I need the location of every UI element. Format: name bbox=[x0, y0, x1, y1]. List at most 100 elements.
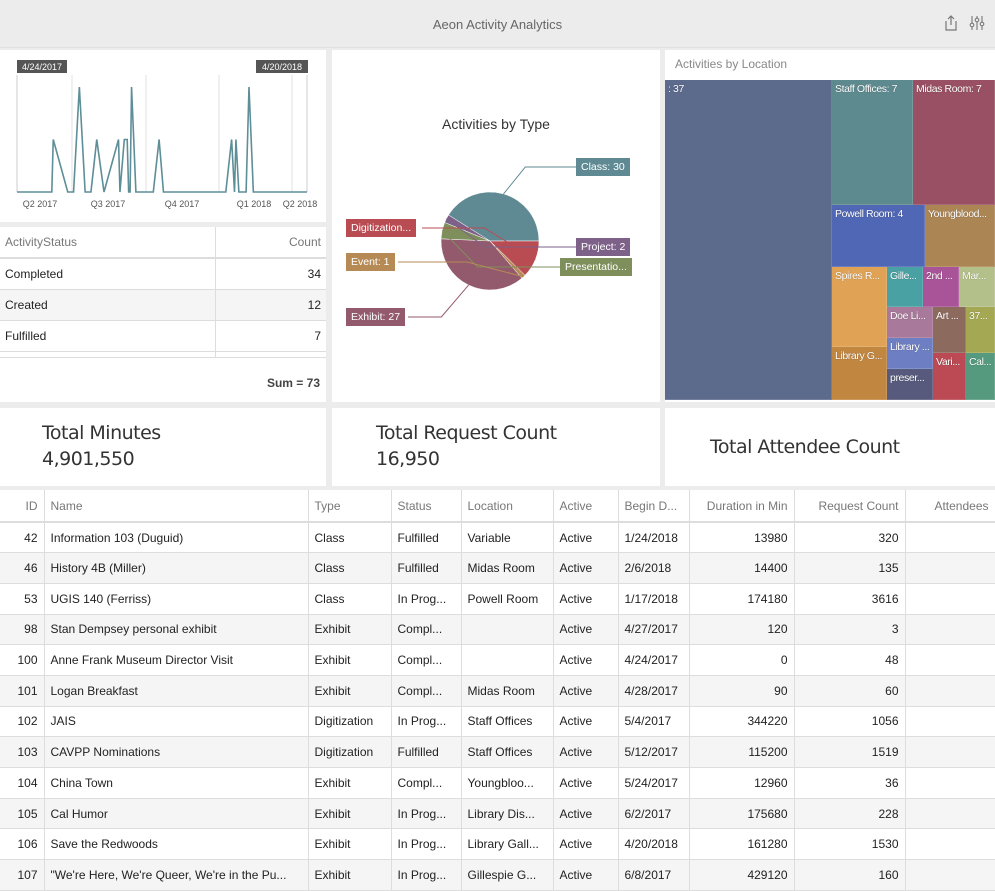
cell-type: Exhibit bbox=[308, 614, 392, 646]
table-row[interactable]: 102 JAIS Digitization In Prog... Staff Offic… bbox=[0, 706, 995, 738]
table-row[interactable]: 104 China Town Exhibit Compl... Youngbloo...… bbox=[0, 767, 995, 799]
table-row[interactable]: 46 History 4B (Miller) Class Fulfilled Midas… bbox=[0, 552, 995, 584]
cell-type: Exhibit bbox=[308, 675, 392, 707]
status-cell: Created bbox=[0, 289, 216, 321]
treemap-cell[interactable]: Spires R... bbox=[832, 267, 887, 347]
column-header-location[interactable]: Location bbox=[461, 490, 554, 523]
count-header[interactable]: Count bbox=[214, 227, 326, 259]
share-icon[interactable] bbox=[943, 14, 959, 32]
pie-label-exhibit[interactable]: Exhibit: 27 bbox=[346, 308, 406, 326]
column-header-type[interactable]: Type bbox=[308, 490, 392, 523]
cell-type: Exhibit bbox=[308, 828, 392, 861]
cell-status: Fulfilled bbox=[391, 552, 462, 584]
treemap-cell[interactable]: 37... bbox=[966, 307, 995, 353]
cell-attendees bbox=[905, 675, 995, 707]
settings-sliders-icon[interactable] bbox=[969, 14, 985, 32]
cell-request-count: 60 bbox=[794, 675, 906, 707]
treemap-cell[interactable]: Youngblood... bbox=[925, 205, 995, 267]
treemap-cell[interactable]: preser... bbox=[887, 369, 933, 400]
timeline-chart[interactable]: Q2 2017 Q3 2017 Q4 2017 Q1 2018 Q2 2018 4/24/… bbox=[0, 50, 326, 222]
cell-attendees bbox=[905, 614, 995, 646]
cell-active: Active bbox=[553, 644, 619, 676]
status-row[interactable]: Completed 34 bbox=[0, 258, 326, 290]
cell-id: 105 bbox=[0, 798, 45, 830]
pie-label-event[interactable]: Event: 1 bbox=[346, 253, 395, 271]
x-tick-label: Q4 2017 bbox=[165, 199, 200, 209]
table-row[interactable]: 107 "We're Here, We're Queer, We're in th… bbox=[0, 859, 995, 891]
kpi-label: Total Minutes bbox=[42, 422, 161, 444]
treemap-cell[interactable]: Cal... bbox=[966, 353, 995, 400]
cell-status: Fulfilled bbox=[391, 736, 462, 768]
treemap-cell[interactable]: Library ... bbox=[887, 338, 933, 369]
cell-location: Gillespie G... bbox=[461, 859, 554, 891]
column-header-status[interactable]: Status bbox=[391, 490, 462, 523]
column-header-request-count[interactable]: Request Count bbox=[794, 490, 906, 523]
activities-by-location-panel: Activities by Location : 37 Staff Offices… bbox=[665, 50, 995, 402]
pie-label-project[interactable]: Project: 2 bbox=[576, 238, 631, 256]
pie-label-digitization[interactable]: Digitization... bbox=[346, 219, 417, 237]
pie-leader-line bbox=[398, 261, 524, 278]
cell-name: Information 103 (Duguid) bbox=[44, 522, 309, 554]
treemap-cell[interactable]: : 37 bbox=[665, 80, 832, 400]
cell-request-count: 320 bbox=[794, 522, 906, 554]
table-row[interactable]: 42 Information 103 (Duguid) Class Fulfilled… bbox=[0, 522, 995, 554]
cell-duration: 90 bbox=[689, 675, 795, 707]
table-row[interactable]: 106 Save the Redwoods Exhibit In Prog... Lib… bbox=[0, 828, 995, 861]
cell-name: Save the Redwoods bbox=[44, 828, 309, 861]
cell-id: 101 bbox=[0, 675, 45, 707]
cell-status: In Prog... bbox=[391, 859, 462, 891]
treemap-cell[interactable]: Powell Room: 4 bbox=[832, 205, 925, 267]
treemap-cell[interactable]: Vari... bbox=[933, 353, 966, 400]
pie-chart[interactable] bbox=[332, 50, 660, 402]
cell-attendees bbox=[905, 798, 995, 830]
table-row[interactable]: 101 Logan Breakfast Exhibit Compl... Midas R… bbox=[0, 675, 995, 707]
cell-begin-date: 1/17/2018 bbox=[618, 583, 690, 615]
treemap-cell[interactable]: 2nd ... bbox=[923, 267, 959, 307]
column-header-active[interactable]: Active bbox=[553, 490, 619, 523]
treemap-chart[interactable]: : 37 Staff Offices: 7 Midas Room: 7 Powell … bbox=[665, 80, 995, 400]
treemap-cell[interactable]: Art ... bbox=[933, 307, 966, 353]
cell-status: In Prog... bbox=[391, 583, 462, 615]
column-header-attendees[interactable]: Attendees bbox=[905, 490, 995, 523]
pie-leader-line bbox=[503, 166, 576, 195]
kpi-total-attendee-count: Total Attendee Count bbox=[665, 408, 995, 486]
table-row[interactable]: 100 Anne Frank Museum Director Visit Exhib… bbox=[0, 644, 995, 676]
table-row[interactable]: 103 CAVPP Nominations Digitization Fulfille… bbox=[0, 736, 995, 768]
cell-id: 107 bbox=[0, 859, 45, 891]
column-header-id[interactable]: ID bbox=[0, 490, 45, 523]
treemap-cell[interactable]: Mar... bbox=[959, 267, 995, 307]
app-title: Aeon Activity Analytics bbox=[432, 17, 563, 32]
cell-location: Library Dis... bbox=[461, 798, 554, 830]
cell-attendees bbox=[905, 522, 995, 554]
table-row[interactable]: 105 Cal Humor Exhibit In Prog... Library Dis… bbox=[0, 798, 995, 830]
cell-duration: 14400 bbox=[689, 552, 795, 584]
treemap-cell[interactable]: Gille... bbox=[887, 267, 923, 307]
column-header-begin-date[interactable]: Begin D... bbox=[618, 490, 690, 523]
cell-status: Compl... bbox=[391, 675, 462, 707]
column-header-duration[interactable]: Duration in Min bbox=[689, 490, 795, 523]
cell-name: Cal Humor bbox=[44, 798, 309, 830]
cell-active: Active bbox=[553, 583, 619, 615]
cell-active: Active bbox=[553, 614, 619, 646]
cell-attendees bbox=[905, 552, 995, 584]
treemap-cell[interactable]: Staff Offices: 7 bbox=[832, 80, 913, 205]
pie-label-presentation[interactable]: Presentatio... bbox=[560, 258, 632, 276]
cell-status: Compl... bbox=[391, 614, 462, 646]
cell-attendees bbox=[905, 706, 995, 738]
treemap-cell[interactable]: Library G... bbox=[832, 347, 887, 400]
treemap-cell[interactable]: Midas Room: 7 bbox=[913, 80, 995, 205]
cell-type: Exhibit bbox=[308, 859, 392, 891]
cell-location bbox=[461, 614, 554, 646]
table-row[interactable]: 98 Stan Dempsey personal exhibit Exhibit Co… bbox=[0, 614, 995, 646]
cell-name: "We're Here, We're Queer, We're in the P… bbox=[44, 859, 309, 891]
status-row[interactable]: Created 12 bbox=[0, 289, 326, 321]
status-row[interactable]: Fulfilled 7 bbox=[0, 320, 326, 352]
cell-request-count: 1530 bbox=[794, 828, 906, 861]
status-header[interactable]: ActivityStatus bbox=[0, 227, 216, 259]
treemap-cell[interactable]: Doe Li... bbox=[887, 307, 933, 338]
column-header-name[interactable]: Name bbox=[44, 490, 309, 523]
x-tick-label: Q1 2018 bbox=[237, 199, 272, 209]
count-cell: 12 bbox=[214, 289, 326, 321]
pie-label-class[interactable]: Class: 30 bbox=[576, 158, 630, 176]
table-row[interactable]: 53 UGIS 140 (Ferriss) Class In Prog... Powel… bbox=[0, 583, 995, 615]
